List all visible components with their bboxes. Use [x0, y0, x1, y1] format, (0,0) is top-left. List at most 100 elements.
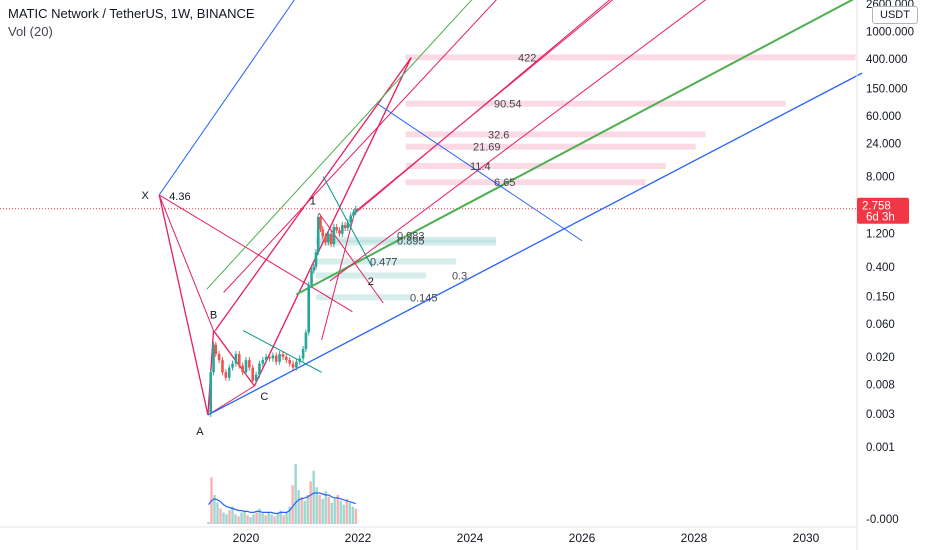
volume-bar: [225, 514, 228, 524]
price-candle: [261, 360, 265, 364]
channel-green-median: [295, 0, 854, 296]
pattern-leg-bc: [212, 330, 255, 387]
price-candle: [352, 212, 355, 216]
fib-zone-upper: [405, 143, 696, 150]
price-candle: [224, 372, 228, 378]
x-tick-label: 2020: [233, 531, 260, 545]
drawings: [0, 0, 863, 416]
volume-bar: [234, 514, 237, 524]
price-candle: [312, 266, 316, 271]
channel-pink-1: [223, 0, 497, 293]
price-candle: [281, 354, 285, 357]
price-candle: [314, 252, 318, 267]
price-candle: [327, 233, 330, 243]
price-candle: [288, 360, 291, 364]
fib-zone-upper: [405, 100, 786, 107]
price-unit-label[interactable]: USDT: [872, 6, 918, 24]
volume-bar: [351, 506, 354, 524]
volume-indicator-title[interactable]: Vol (20): [8, 24, 53, 39]
volume-bar: [264, 515, 267, 524]
price-candle: [278, 354, 281, 362]
price-candle: [335, 227, 339, 231]
volume-bar: [228, 510, 231, 524]
y-tick-label: 0.150: [866, 291, 895, 303]
price-axis: 2600.000 1000.000 400.000 150.000 60.000 24.0…: [857, 0, 914, 526]
volume-bar: [324, 491, 327, 524]
price-candle: [295, 361, 298, 368]
fib-zone-lower: [316, 258, 456, 265]
price-candle: [271, 355, 275, 359]
price-candle: [298, 358, 302, 362]
volume-bar: [270, 514, 273, 524]
wave-label: X: [142, 190, 150, 202]
volume-bar: [309, 481, 312, 524]
y-tick-label: 0.003: [866, 409, 895, 421]
x-tick-label: 2028: [681, 531, 708, 545]
volume-ma-line: [208, 492, 356, 515]
price-candle: [258, 363, 261, 375]
fib-label-lower: 0.145: [410, 292, 438, 304]
price-candle: [237, 354, 241, 366]
volume-bar: [294, 464, 297, 524]
price-candle: [234, 354, 238, 364]
price-series: [209, 205, 358, 417]
price-candle: [304, 332, 308, 349]
trend-pink-down: [318, 212, 384, 304]
price-candle: [332, 227, 336, 245]
fib-label-lower: 0.477: [370, 256, 398, 268]
price-candle: [285, 356, 288, 361]
channel-blue-upper: [158, 0, 295, 196]
volume-bar: [303, 500, 306, 524]
price-candle: [264, 356, 268, 361]
trend-blue-down: [377, 103, 583, 242]
volume-bar: [291, 485, 294, 524]
fib-zone-upper: [405, 179, 646, 186]
price-candle: [324, 236, 327, 243]
volume-bar: [315, 487, 318, 524]
volume-bar: [312, 470, 315, 524]
fib-label-upper: 90.54: [494, 99, 522, 111]
volume-bar: [348, 502, 351, 524]
price-candle: [341, 225, 344, 234]
pattern-line-c: [253, 57, 412, 387]
x-tick-label: 2024: [457, 531, 484, 545]
pattern-leg-xa: [158, 194, 209, 416]
price-candle: [244, 360, 248, 373]
volume-bar: [231, 506, 234, 524]
volume-bar: [345, 498, 348, 524]
symbol-title[interactable]: MATIC Network / TetherUS, 1W, BINANCE: [8, 6, 255, 21]
volume-bar: [246, 515, 249, 524]
volume-bar: [249, 517, 252, 524]
volume-bar: [321, 498, 324, 524]
price-candle: [241, 365, 244, 373]
channel-blue-lower: [207, 72, 863, 416]
fib-label-upper: 21.69: [473, 142, 501, 154]
y-tick-label: 1.200: [866, 229, 895, 241]
volume-bar: [288, 506, 291, 524]
wave-label: B: [210, 310, 217, 322]
price-candle: [212, 344, 215, 373]
fib-zone-upper: [405, 131, 706, 138]
y-tick-label: -0.000: [866, 514, 899, 526]
channel-pink-3: [354, 0, 614, 213]
fib-label-lower: 0.895: [397, 236, 425, 248]
y-tick-label: 0.060: [866, 319, 895, 331]
fib-zone-lower: [316, 294, 411, 301]
price-candle: [349, 215, 353, 223]
y-tick-label: 60.000: [866, 111, 901, 123]
price-candle: [209, 372, 213, 414]
volume-bar: [336, 494, 339, 524]
volume-bar: [261, 513, 264, 524]
channel-pink-2: [352, 0, 611, 216]
volume-bar: [300, 496, 303, 524]
x-tick-label: 2026: [569, 531, 596, 545]
volume-bar: [267, 512, 270, 524]
pattern-leg-1: [321, 210, 356, 341]
volume-bar: [207, 522, 210, 524]
current-price-value: 2.758: [862, 201, 891, 213]
volume-bar: [219, 508, 222, 524]
y-tick-label: 0.001: [866, 442, 895, 454]
fib-label-lower: 0.983: [397, 231, 425, 243]
fib-zones: [316, 54, 856, 301]
